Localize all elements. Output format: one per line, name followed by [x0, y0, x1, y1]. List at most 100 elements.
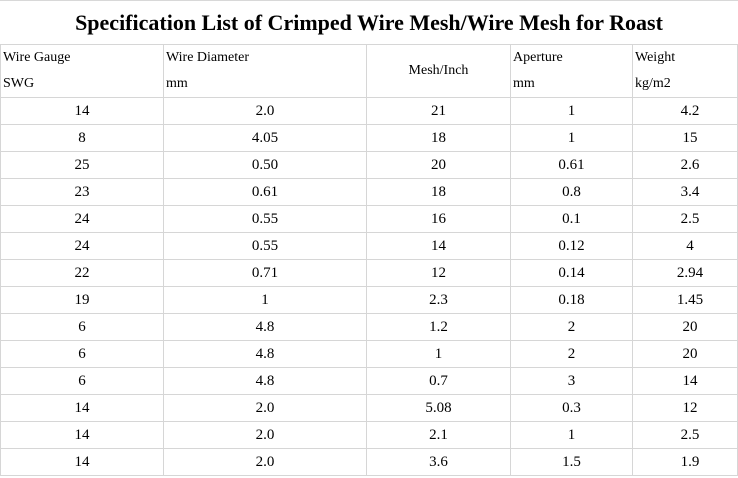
weight-cell: 2.5: [632, 205, 738, 233]
wire-gauge-cell: 14: [0, 448, 164, 476]
wire-gauge-cell: 6: [0, 340, 164, 368]
weight-cell: 14: [632, 367, 738, 395]
weight-cell: 1.9: [632, 448, 738, 476]
mesh-inch-cell: 18: [366, 124, 511, 152]
table-row: 14 2.0 3.6 1.5 1.9: [0, 448, 738, 476]
aperture-cell: 1: [510, 124, 633, 152]
aperture-cell: 0.12: [510, 232, 633, 260]
spec-table: Wire Gauge SWG Wire Diameter mm Mesh/Inc…: [0, 44, 738, 476]
header-aperture-unit: mm: [513, 76, 535, 91]
wire-gauge-cell: 14: [0, 97, 164, 125]
wire-gauge-cell: 19: [0, 286, 164, 314]
table-row: 25 0.50 20 0.61 2.6: [0, 151, 738, 179]
aperture-cell: 2: [510, 340, 633, 368]
weight-cell: 3.4: [632, 178, 738, 206]
aperture-cell: 0.1: [510, 205, 633, 233]
wire-diameter-cell: 1: [163, 286, 367, 314]
header-weight: Weight kg/m2: [632, 44, 738, 98]
header-aperture: Aperture mm: [510, 44, 633, 98]
aperture-cell: 1: [510, 97, 633, 125]
mesh-inch-cell: 14: [366, 232, 511, 260]
wire-gauge-cell: 14: [0, 394, 164, 422]
table-row: 6 4.8 1.2 2 20: [0, 313, 738, 341]
weight-cell: 20: [632, 340, 738, 368]
mesh-inch-cell: 12: [366, 259, 511, 287]
table-row: 23 0.61 18 0.8 3.4: [0, 178, 738, 206]
header-mesh-inch: Mesh/Inch: [366, 44, 511, 98]
wire-diameter-cell: 0.50: [163, 151, 367, 179]
header-aperture-label: Aperture: [513, 50, 563, 65]
aperture-cell: 0.61: [510, 151, 633, 179]
aperture-cell: 2: [510, 313, 633, 341]
header-wire-diameter: Wire Diameter mm: [163, 44, 367, 98]
mesh-inch-cell: 20: [366, 151, 511, 179]
wire-gauge-cell: 24: [0, 205, 164, 233]
header-wire-gauge-unit: SWG: [3, 76, 35, 91]
mesh-inch-cell: 3.6: [366, 448, 511, 476]
wire-gauge-cell: 24: [0, 232, 164, 260]
weight-cell: 1.45: [632, 286, 738, 314]
table-row: 14 2.0 21 1 4.2: [0, 97, 738, 125]
header-wire-gauge: Wire Gauge SWG: [0, 44, 164, 98]
wire-diameter-cell: 0.55: [163, 205, 367, 233]
aperture-cell: 0.18: [510, 286, 633, 314]
table-row: 22 0.71 12 0.14 2.94: [0, 259, 738, 287]
mesh-inch-cell: 18: [366, 178, 511, 206]
mesh-inch-cell: 5.08: [366, 394, 511, 422]
wire-gauge-cell: 14: [0, 421, 164, 449]
weight-cell: 2.6: [632, 151, 738, 179]
aperture-cell: 0.3: [510, 394, 633, 422]
wire-gauge-cell: 6: [0, 313, 164, 341]
table-row: 14 2.0 2.1 1 2.5: [0, 421, 738, 449]
wire-gauge-cell: 23: [0, 178, 164, 206]
wire-diameter-cell: 4.8: [163, 367, 367, 395]
table-row: 19 1 2.3 0.18 1.45: [0, 286, 738, 314]
wire-diameter-cell: 0.71: [163, 259, 367, 287]
mesh-inch-cell: 0.7: [366, 367, 511, 395]
table-title: Specification List of Crimped Wire Mesh/…: [0, 0, 738, 44]
wire-gauge-cell: 25: [0, 151, 164, 179]
table-row: 6 4.8 1 2 20: [0, 340, 738, 368]
mesh-inch-cell: 1.2: [366, 313, 511, 341]
header-weight-unit: kg/m2: [635, 76, 671, 91]
wire-gauge-cell: 22: [0, 259, 164, 287]
weight-cell: 4: [632, 232, 738, 260]
table-row: 8 4.05 18 1 15: [0, 124, 738, 152]
wire-diameter-cell: 4.05: [163, 124, 367, 152]
weight-cell: 12: [632, 394, 738, 422]
aperture-cell: 0.14: [510, 259, 633, 287]
weight-cell: 4.2: [632, 97, 738, 125]
weight-cell: 15: [632, 124, 738, 152]
aperture-cell: 3: [510, 367, 633, 395]
header-weight-label: Weight: [635, 50, 676, 65]
header-wire-gauge-label: Wire Gauge: [3, 50, 71, 65]
wire-diameter-cell: 0.55: [163, 232, 367, 260]
table-body: 14 2.0 21 1 4.2 8 4.05 18 1 15 25 0.50 20 0.61 2.6 23 0.…: [0, 97, 738, 476]
table-row: 14 2.0 5.08 0.3 12: [0, 394, 738, 422]
table-row: 6 4.8 0.7 3 14: [0, 367, 738, 395]
mesh-inch-cell: 16: [366, 205, 511, 233]
mesh-inch-cell: 21: [366, 97, 511, 125]
wire-diameter-cell: 4.8: [163, 340, 367, 368]
wire-diameter-cell: 2.0: [163, 97, 367, 125]
aperture-cell: 0.8: [510, 178, 633, 206]
mesh-inch-cell: 2.3: [366, 286, 511, 314]
wire-gauge-cell: 8: [0, 124, 164, 152]
mesh-inch-cell: 1: [366, 340, 511, 368]
wire-diameter-cell: 0.61: [163, 178, 367, 206]
header-wire-diameter-unit: mm: [166, 76, 188, 91]
wire-gauge-cell: 6: [0, 367, 164, 395]
weight-cell: 2.5: [632, 421, 738, 449]
table-row: 24 0.55 16 0.1 2.5: [0, 205, 738, 233]
wire-diameter-cell: 4.8: [163, 313, 367, 341]
wire-diameter-cell: 2.0: [163, 394, 367, 422]
wire-diameter-cell: 2.0: [163, 448, 367, 476]
weight-cell: 20: [632, 313, 738, 341]
header-wire-diameter-label: Wire Diameter: [166, 50, 250, 65]
aperture-cell: 1: [510, 421, 633, 449]
wire-diameter-cell: 2.0: [163, 421, 367, 449]
weight-cell: 2.94: [632, 259, 738, 287]
header-row: Wire Gauge SWG Wire Diameter mm Mesh/Inc…: [0, 44, 738, 98]
aperture-cell: 1.5: [510, 448, 633, 476]
